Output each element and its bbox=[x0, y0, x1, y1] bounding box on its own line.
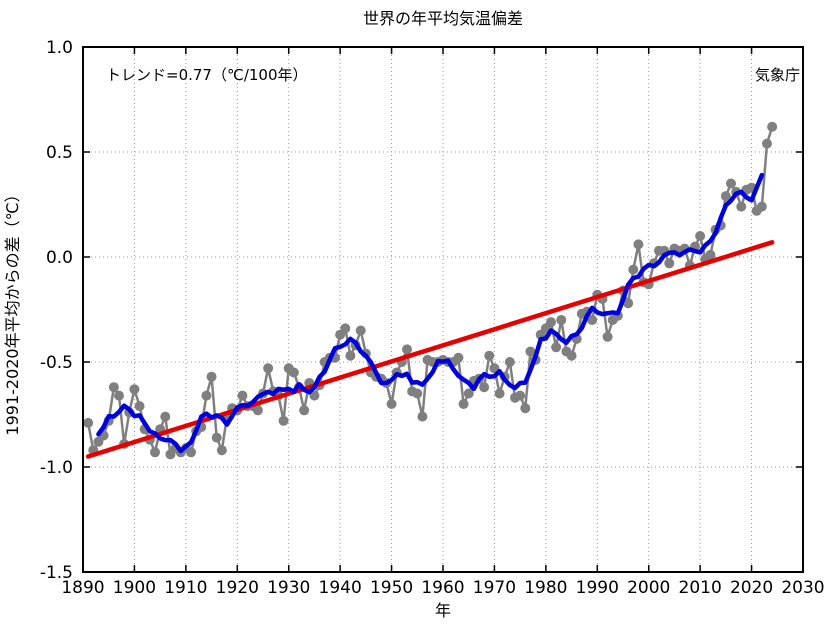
data-point bbox=[633, 239, 644, 250]
data-point bbox=[623, 298, 634, 309]
data-point bbox=[525, 346, 536, 357]
trend-segment bbox=[85, 240, 775, 459]
data-point bbox=[628, 264, 639, 275]
data-point bbox=[767, 121, 778, 132]
data-point bbox=[484, 350, 495, 361]
x-tick-label: 1970 bbox=[473, 578, 516, 598]
x-tick-label: 2000 bbox=[627, 578, 670, 598]
data-point bbox=[186, 447, 196, 458]
x-tick-label: 1920 bbox=[216, 578, 259, 598]
data-point bbox=[160, 411, 171, 422]
annual-line bbox=[86, 126, 774, 456]
data-point bbox=[695, 231, 706, 241]
data-point bbox=[551, 342, 562, 353]
plot-frame bbox=[82, 46, 804, 573]
data-point bbox=[114, 390, 124, 401]
x-axis-title: 年 bbox=[435, 601, 451, 620]
y-tick-label: 0.0 bbox=[46, 248, 73, 268]
data-point bbox=[520, 403, 531, 414]
x-tick-label: 1910 bbox=[164, 578, 207, 598]
x-tick-label: 1950 bbox=[370, 578, 413, 598]
data-point bbox=[453, 352, 464, 363]
data-point bbox=[252, 405, 263, 416]
data-point bbox=[504, 357, 515, 367]
data-point bbox=[201, 390, 212, 401]
data-point bbox=[386, 399, 397, 409]
data-point bbox=[309, 390, 320, 401]
data-point bbox=[566, 350, 577, 361]
data-point bbox=[587, 315, 598, 325]
trend-annotation: トレンド=0.77（℃/100年） bbox=[106, 66, 308, 84]
x-tick-label: 1900 bbox=[113, 578, 156, 598]
x-tick-label: 1890 bbox=[61, 578, 104, 598]
data-point bbox=[216, 445, 227, 456]
data-point bbox=[546, 317, 556, 328]
data-point bbox=[355, 325, 366, 336]
x-tick-label: 1940 bbox=[319, 578, 362, 598]
x-tick-label: 2030 bbox=[781, 578, 824, 598]
five-year-mean-path bbox=[96, 172, 765, 454]
data-point bbox=[726, 178, 736, 189]
data-point bbox=[340, 323, 351, 334]
plot-border bbox=[82, 46, 804, 573]
data-point bbox=[494, 388, 505, 399]
x-tick-label: 1980 bbox=[524, 578, 567, 598]
data-point bbox=[299, 405, 310, 416]
data-point bbox=[206, 371, 217, 382]
data-point bbox=[720, 191, 731, 202]
data-point bbox=[402, 344, 412, 355]
data-point bbox=[108, 382, 119, 393]
y-tick-label: -0.5 bbox=[40, 353, 73, 373]
grid-lines bbox=[83, 47, 803, 572]
y-tick-label: -1.5 bbox=[40, 563, 73, 583]
data-point bbox=[602, 331, 613, 342]
chart-title: 世界の年平均気温偏差 bbox=[363, 9, 523, 28]
data-point bbox=[515, 390, 526, 401]
data-point bbox=[237, 390, 248, 401]
data-point bbox=[150, 447, 160, 458]
source-label: 気象庁 bbox=[755, 66, 800, 84]
axis-ticks bbox=[82, 46, 804, 573]
data-point bbox=[664, 258, 675, 269]
data-point bbox=[762, 138, 772, 149]
data-point bbox=[288, 367, 299, 378]
data-point bbox=[134, 401, 145, 412]
five-year-mean-line bbox=[96, 172, 765, 454]
data-point bbox=[458, 399, 469, 409]
y-tick-label: 1.0 bbox=[46, 38, 73, 58]
x-tick-label: 1960 bbox=[421, 578, 464, 598]
data-point bbox=[417, 411, 428, 422]
data-point bbox=[479, 382, 490, 393]
data-point bbox=[463, 388, 474, 399]
data-point bbox=[278, 415, 289, 426]
data-point bbox=[129, 384, 140, 395]
trend-line bbox=[85, 240, 775, 459]
data-point bbox=[263, 363, 274, 374]
data-point bbox=[556, 315, 567, 325]
data-point bbox=[705, 249, 716, 260]
x-tick-label: 1930 bbox=[267, 578, 310, 598]
data-point bbox=[345, 350, 356, 361]
x-tick-label: 1990 bbox=[576, 578, 619, 598]
y-tick-label: -1.0 bbox=[40, 458, 73, 478]
data-point bbox=[412, 388, 423, 399]
x-tick-label: 2010 bbox=[679, 578, 722, 598]
data-point bbox=[756, 201, 767, 212]
annual-series bbox=[83, 121, 778, 460]
data-point bbox=[736, 201, 747, 212]
tick-labels: 1890 1900 1910 1920 1930 1940 1950 1960 1970 1980… bbox=[40, 38, 825, 598]
y-tick-label: 0.5 bbox=[46, 143, 73, 163]
data-point bbox=[83, 417, 94, 428]
y-axis-title: 1991-2020年平均からの差（℃） bbox=[3, 186, 22, 435]
data-point bbox=[211, 432, 222, 443]
x-tick-label: 2020 bbox=[730, 578, 773, 598]
